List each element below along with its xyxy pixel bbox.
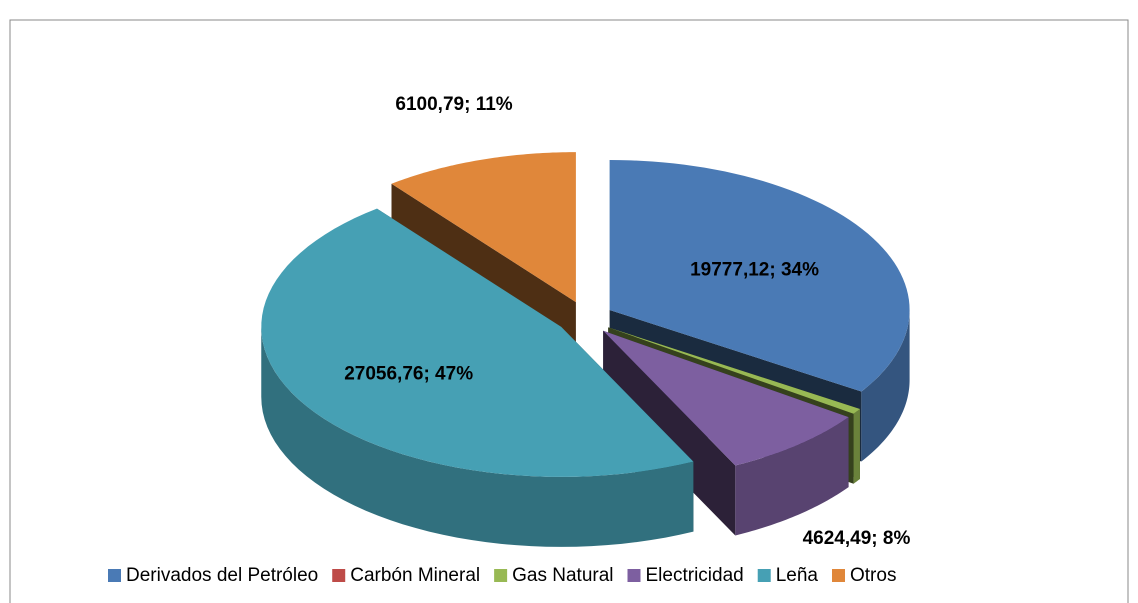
- slice: [261, 208, 694, 477]
- legend-swatch: [757, 569, 771, 582]
- slice-wall: [261, 326, 694, 547]
- legend-label: Leña: [776, 565, 819, 586]
- legend-swatch: [494, 569, 508, 582]
- slice: [608, 327, 860, 414]
- legend-label: Derivados del Petróleo: [126, 565, 318, 586]
- legend-swatch: [832, 569, 845, 582]
- slice-wall: [861, 309, 910, 462]
- legend-swatch: [627, 569, 641, 582]
- legend-label: Otros: [850, 565, 896, 586]
- legend-label: Gas Natural: [512, 565, 613, 586]
- data-label: 6100,79; 11%: [395, 94, 512, 115]
- slice: [609, 159, 910, 392]
- data-label: 19777,12; 34%: [690, 260, 819, 281]
- data-label: 4624,49; 8%: [803, 528, 911, 549]
- data-label: 27056,76; 47%: [344, 364, 473, 385]
- legend-label: Carbón Mineral: [350, 565, 480, 586]
- legend-label: Electricidad: [646, 565, 744, 586]
- legend-swatch: [332, 569, 346, 582]
- slice-wall: [735, 417, 849, 536]
- slice: [603, 330, 849, 466]
- legend-swatch: [108, 569, 121, 582]
- slice-side: [603, 330, 736, 536]
- slice-wall: [853, 408, 860, 484]
- slice: [391, 152, 576, 303]
